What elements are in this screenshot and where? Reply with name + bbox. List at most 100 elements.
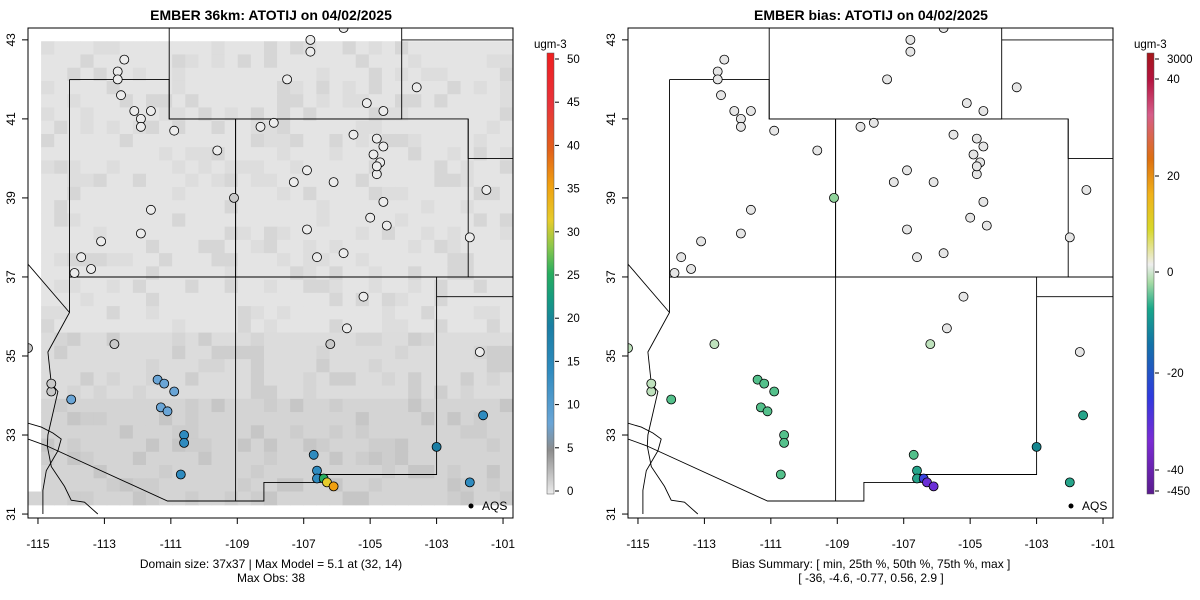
grid-cell <box>355 253 370 267</box>
grid-cell <box>54 319 68 334</box>
grid-cell <box>54 372 68 387</box>
grid-cell <box>67 94 82 109</box>
grid-cell <box>447 345 462 360</box>
grid-cell <box>421 266 435 281</box>
grid-cell <box>93 107 108 122</box>
x-tick-label: -105 <box>958 537 982 551</box>
observation-marker <box>381 220 392 231</box>
grid-cell <box>93 438 108 453</box>
y-tick-label: 41 <box>4 112 18 126</box>
grid-cell <box>41 120 55 135</box>
grid-cell <box>421 107 435 122</box>
grid-cell <box>93 80 108 95</box>
grid-cell <box>303 385 317 400</box>
grid-cell <box>237 239 252 254</box>
grid-cell <box>132 80 147 95</box>
grid-cell <box>172 186 186 201</box>
grid-cell <box>250 412 265 426</box>
y-tick-label: 33 <box>4 428 18 442</box>
grid-cell <box>185 253 200 267</box>
grid-cell <box>80 80 95 95</box>
x-axis: -115 -113 -111 -109 -107 -105 -103 -101 <box>26 518 515 551</box>
grid-cell <box>211 345 226 360</box>
grid-cell <box>224 332 239 347</box>
grid-cell <box>54 41 68 56</box>
grid-cell <box>67 332 82 347</box>
grid-cell <box>198 173 213 188</box>
grid-cell <box>54 186 68 201</box>
bias-marker <box>712 74 723 85</box>
grid-cell <box>106 279 121 294</box>
bias-marker <box>868 117 879 128</box>
grid-cell <box>368 41 383 56</box>
grid-cell <box>250 200 265 215</box>
grid-cell <box>381 465 396 479</box>
grid-cell <box>303 213 317 228</box>
grid-cell <box>355 491 370 506</box>
y-tick-label: 41 <box>604 112 618 126</box>
grid-cell <box>381 306 396 320</box>
grid-cell <box>237 478 252 493</box>
grid-cell <box>499 279 513 294</box>
bias-marker <box>716 90 726 101</box>
grid-cell <box>355 200 370 215</box>
grid-cell <box>381 80 396 95</box>
grid-cell <box>145 213 160 228</box>
grid-cell <box>145 133 160 148</box>
grid-cell <box>473 332 488 347</box>
grid-cell <box>172 253 186 267</box>
grid-cell <box>342 107 357 122</box>
grid-cell <box>408 186 422 201</box>
grid-cell <box>172 94 186 109</box>
grid-cell <box>80 345 95 360</box>
grid-cell <box>499 173 513 188</box>
grid-cell <box>93 94 108 109</box>
grid-cell <box>54 412 68 426</box>
grid-cell <box>434 41 449 56</box>
grid-cell <box>447 372 462 387</box>
grid-cell <box>421 160 435 175</box>
grid-cell <box>486 239 501 254</box>
grid-cell <box>54 133 68 148</box>
grid-cell <box>145 147 160 162</box>
grid-cell <box>159 359 173 373</box>
grid-cell <box>460 425 475 440</box>
grid-cell <box>185 213 200 228</box>
grid-cell <box>185 54 200 69</box>
grid-cell <box>41 67 55 82</box>
grid-cell <box>355 306 370 320</box>
observation-marker <box>96 236 106 247</box>
observation-marker <box>358 291 369 302</box>
grid-cell <box>93 279 108 294</box>
bias-marker <box>968 149 979 160</box>
grid-cell <box>277 385 291 400</box>
grid-cell <box>447 306 462 320</box>
grid-cell <box>237 491 252 506</box>
grid-cell <box>316 213 331 228</box>
grid-cell <box>473 385 488 400</box>
grid-cell <box>172 478 186 493</box>
grid-cell <box>67 54 82 69</box>
grid-cell <box>159 54 173 69</box>
grid-cell <box>67 186 82 201</box>
grid-cell <box>54 478 68 493</box>
grid-cell <box>211 385 226 400</box>
grid-cell <box>434 213 449 228</box>
grid-cell <box>106 266 121 281</box>
grid-cell <box>447 253 462 267</box>
grid-cell <box>185 186 200 201</box>
colorbar-tick-label: 20 <box>1167 171 1180 183</box>
grid-cell <box>80 359 95 373</box>
concentration-map-panel: EMBER 36km: ATOTIJ on 04/02/2025 -115 -11… <box>4 7 580 585</box>
grid-cell <box>316 279 331 294</box>
grid-cell <box>67 438 82 453</box>
grid-cell <box>355 226 370 241</box>
grid-cell <box>303 425 317 440</box>
chart-title: EMBER bias: ATOTIJ on 04/02/2025 <box>754 7 988 23</box>
grid-cell <box>54 306 68 320</box>
grid-cell <box>237 226 252 241</box>
grid-cell <box>119 332 134 347</box>
grid-cell <box>473 359 488 373</box>
grid-cell <box>41 292 55 307</box>
